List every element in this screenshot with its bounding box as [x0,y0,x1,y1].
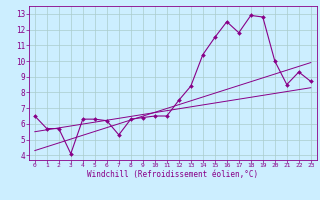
X-axis label: Windchill (Refroidissement éolien,°C): Windchill (Refroidissement éolien,°C) [87,170,258,179]
